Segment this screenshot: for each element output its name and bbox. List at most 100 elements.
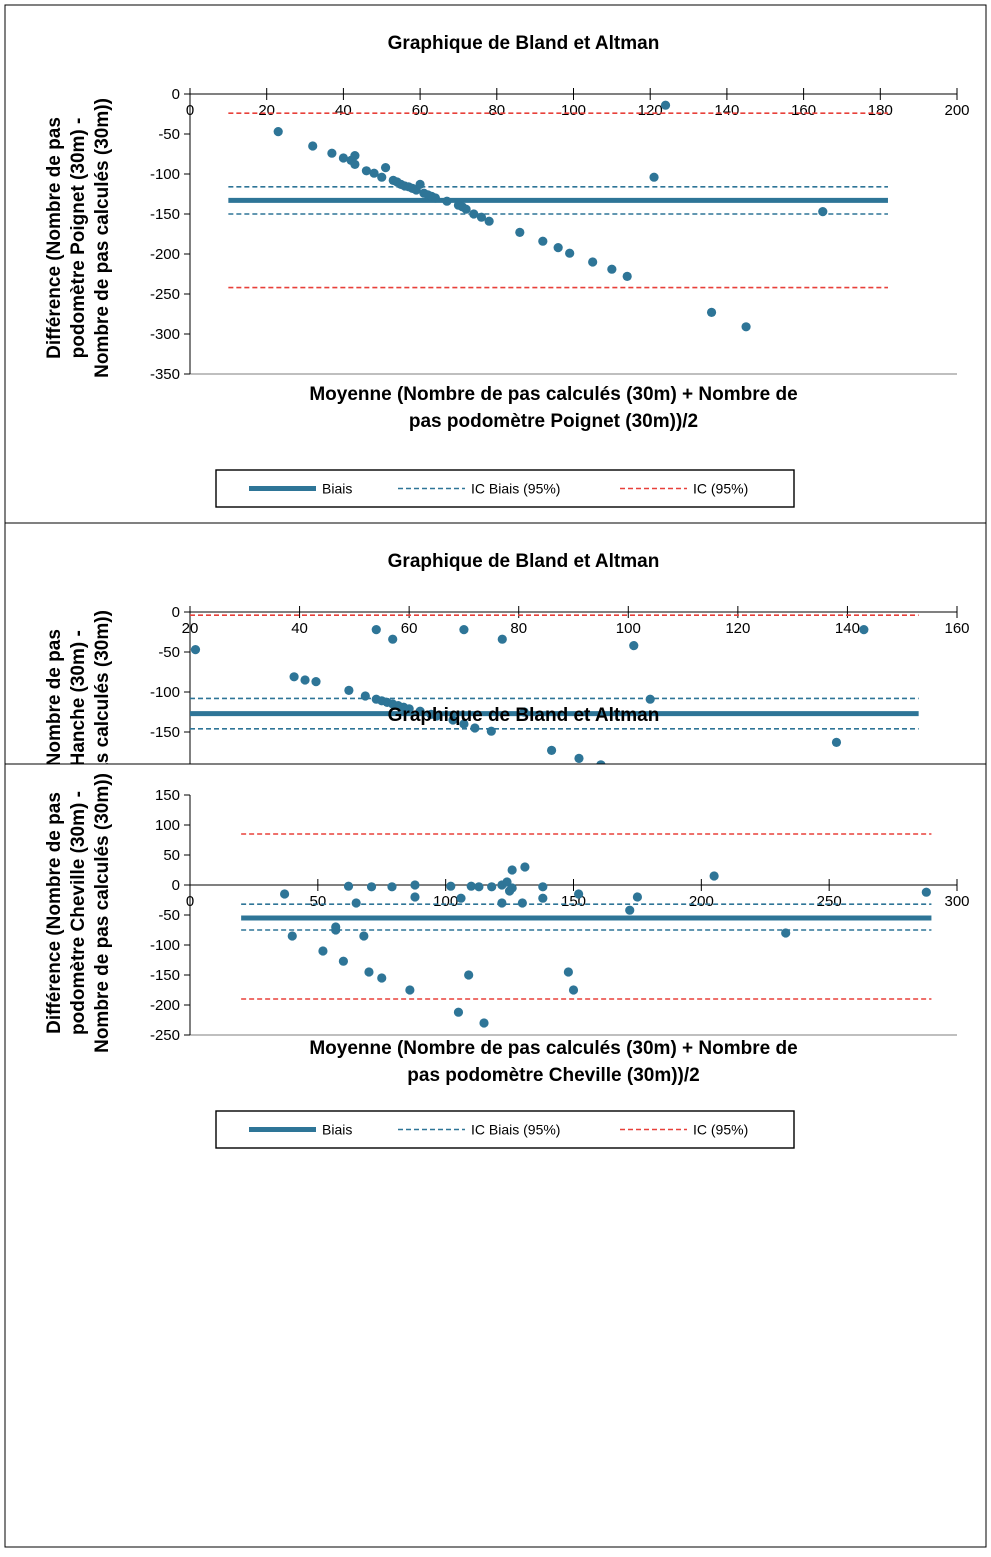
x-axis-label-line: pas podomètre Cheville (30m))/2 — [407, 1065, 699, 1086]
y-tick-label: -150 — [150, 967, 180, 984]
data-point — [649, 172, 659, 182]
y-tick-label: -100 — [150, 684, 180, 701]
y-tick-label: -50 — [158, 644, 180, 661]
x-tick-label: 120 — [725, 620, 750, 637]
y-tick-label: -200 — [150, 997, 180, 1014]
x-tick-label: 100 — [561, 102, 586, 119]
y-tick-label: 150 — [155, 787, 180, 804]
data-point — [487, 882, 497, 892]
x-tick-label: 40 — [291, 620, 308, 637]
x-tick-label: 160 — [791, 102, 816, 119]
y-tick-label: -350 — [150, 366, 180, 383]
x-tick-label: 160 — [944, 620, 969, 637]
x-axis-label: Moyenne (Nombre de pas calculés (30m) + … — [309, 1038, 797, 1086]
chart-panel-frame — [4, 4, 987, 524]
x-tick-label: 100 — [433, 893, 458, 910]
data-point — [351, 898, 361, 908]
data-point — [629, 641, 639, 651]
data-point — [574, 889, 584, 899]
data-point — [327, 148, 337, 158]
data-point — [459, 719, 469, 729]
data-point — [625, 905, 635, 915]
y-tick-label: -200 — [150, 246, 180, 263]
data-point — [484, 216, 494, 226]
data-point — [741, 322, 751, 332]
x-tick-label: 100 — [616, 620, 641, 637]
data-point — [350, 159, 360, 169]
data-point — [709, 871, 719, 881]
data-point — [781, 928, 791, 938]
y-tick-label: 0 — [172, 877, 180, 894]
data-point — [660, 100, 671, 110]
legend-label-ci-bias: IC Biais (95%) — [471, 1122, 560, 1138]
x-tick-label: 300 — [944, 893, 969, 910]
data-point — [289, 672, 299, 682]
x-axis-label: Moyenne (Nombre de pas calculés (30m) + … — [309, 384, 797, 432]
y-tick-label: -50 — [158, 907, 180, 924]
y-tick-label: -300 — [150, 326, 180, 343]
data-point — [517, 898, 527, 908]
data-point — [497, 634, 507, 644]
chart-panel-1: Graphique de Bland et Altman 0 -50 -100 -150… — [4, 4, 987, 524]
data-point — [574, 753, 584, 764]
data-point — [520, 862, 530, 872]
data-point — [479, 1018, 489, 1028]
y-axis-label-line: podomètre Cheville (30m) - — [68, 791, 89, 1035]
data-point — [415, 706, 425, 716]
data-point — [377, 973, 387, 983]
data-point — [287, 931, 297, 941]
y-axis-label-line: podomètre Poignet (30m) - — [68, 118, 89, 359]
data-point — [448, 715, 458, 725]
chart-panel-frame — [4, 763, 987, 1548]
data-point — [538, 882, 548, 892]
data-point — [565, 248, 575, 258]
data-point — [515, 227, 525, 237]
data-point — [706, 307, 717, 317]
x-axis-label-line: Moyenne (Nombre de pas calculés (30m) + … — [309, 1038, 797, 1059]
x-tick-label: 140 — [714, 102, 739, 119]
y-axis-label-line: Nombre de pas calculés (30m)) — [92, 98, 113, 378]
y-tick-label: 50 — [163, 847, 180, 864]
x-tick-label: 120 — [638, 102, 663, 119]
data-point — [388, 634, 398, 644]
data-point — [338, 956, 348, 966]
data-point — [497, 898, 507, 908]
y-axis-label: Différence (Nombre de pas podomètre Chevi… — [44, 773, 113, 1053]
data-point — [380, 163, 391, 173]
chart-legend: Biais IC Biais (95%) IC (95%) — [215, 469, 795, 508]
x-axis-label-line: Moyenne (Nombre de pas calculés (30m) + … — [309, 384, 797, 405]
x-tick-label: 140 — [835, 620, 860, 637]
x-tick-label: 200 — [944, 102, 969, 119]
y-tick-label: 100 — [155, 817, 180, 834]
data-point — [344, 685, 354, 696]
chart-panel-frame — [4, 522, 987, 765]
data-point — [318, 946, 328, 956]
data-point — [588, 257, 598, 267]
y-axis-label-line: Différence (Nombre de pas — [44, 117, 65, 359]
data-point — [486, 726, 496, 736]
x-tick-label: 80 — [488, 102, 505, 119]
chart-title: Graphique de Bland et Altman — [388, 33, 660, 54]
data-point — [415, 179, 425, 189]
y-axis-label-line: Nombre de pas calculés (30m)) — [92, 773, 113, 1053]
legend-label-bias: Biais — [322, 481, 352, 497]
data-point — [607, 264, 617, 274]
legend-label-bias: Biais — [322, 1122, 352, 1138]
data-point — [410, 880, 420, 890]
chart-panel-3: Graphique de Bland et Altman 150 100 50 0 -50… — [4, 705, 987, 1548]
y-tick-label: -250 — [150, 1027, 180, 1044]
data-point — [371, 625, 381, 635]
data-point — [563, 967, 573, 977]
x-tick-label: 80 — [510, 620, 527, 637]
data-point — [279, 889, 290, 899]
legend-label-ci: IC (95%) — [693, 481, 748, 497]
x-tick-label: 50 — [309, 893, 326, 910]
data-point — [431, 711, 442, 721]
data-point — [405, 985, 415, 995]
legend-label-ci-bias: IC Biais (95%) — [471, 481, 560, 497]
data-point — [359, 931, 369, 941]
data-point — [464, 970, 474, 980]
data-point — [360, 691, 370, 701]
